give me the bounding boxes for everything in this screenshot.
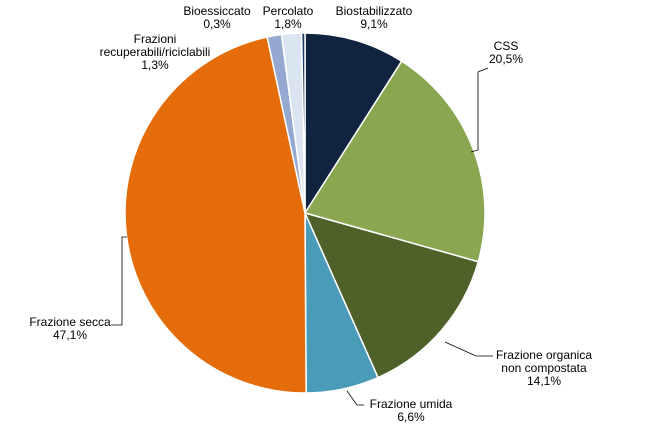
pie-slice-frazione-secca (124, 36, 307, 394)
slice-name: recuperabili/riciclabili (100, 45, 211, 59)
slice-name: Frazioni (134, 32, 177, 46)
slice-percent: 0,3% (203, 17, 231, 31)
slice-name: CSS (494, 39, 519, 53)
slice-name: non compostata (501, 361, 587, 375)
slice-name: Frazione organica (496, 348, 592, 362)
pie-slice-biostabilizzato (304, 32, 403, 216)
slice-percent: 9,1% (360, 17, 388, 31)
data-label-biostabilizzato: Biostabilizzato 9,1% (336, 4, 413, 31)
slice-percent: 6,6% (397, 410, 425, 424)
slice-name: Frazione secca (29, 315, 111, 329)
data-label-frazione-umida: Frazione umida 6,6% (370, 397, 453, 424)
data-label-css: CSS 20,5% (489, 39, 523, 66)
leader-line-css (470, 67, 489, 153)
data-label-bioessiccato: Bioessiccato 0,3% (183, 4, 251, 31)
pie-slice-frazione-organica-non-compostata (303, 211, 480, 379)
data-label-frazioni-recuperabili-riciclabili: Frazioni recuperabili/riciclabili 1,3% (100, 32, 211, 72)
slice-labels: Biostabilizzato 9,1% CSS 20,5% Frazione orga… (29, 4, 592, 424)
slice-percent: 47,1% (53, 328, 87, 342)
slice-percent: 1,3% (141, 58, 169, 72)
slice-percent: 1,8% (274, 17, 302, 31)
leader-line-frazione-secca (111, 236, 127, 326)
slice-name: Bioessiccato (183, 4, 251, 18)
leader-line-frazione-umida (346, 390, 364, 406)
data-label-frazione-organica-non-compostata: Frazione organica non compostata 14,1% (496, 348, 592, 388)
slice-name: Percolato (263, 4, 314, 18)
data-label-frazione-secca: Frazione secca 47,1% (29, 315, 111, 342)
slice-percent: 20,5% (489, 52, 523, 66)
slice-name: Biostabilizzato (336, 4, 413, 18)
slice-percent: 14,1% (527, 374, 561, 388)
pie-slices (124, 32, 486, 394)
slice-name: Frazione umida (370, 397, 453, 411)
leader-line-frazione-organica-non-compostata (444, 341, 493, 357)
data-label-percolato: Percolato 1,8% (263, 4, 314, 31)
leader-lines (111, 67, 493, 406)
pie-slice-css (303, 60, 486, 263)
pie-slice-bioessiccato (300, 32, 306, 214)
